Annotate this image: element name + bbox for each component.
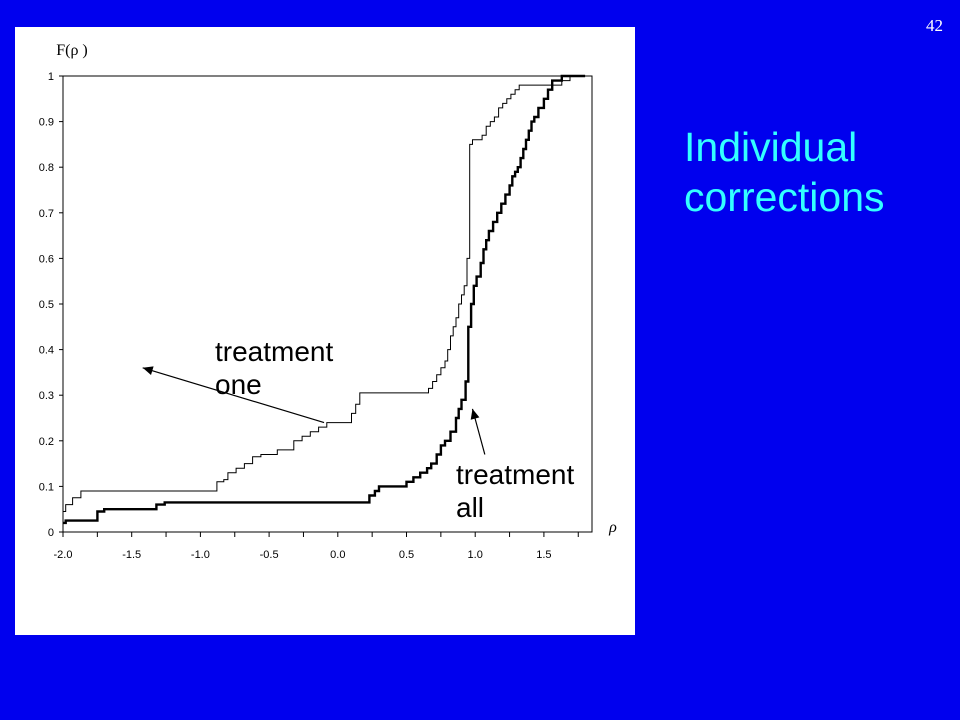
y-tick-label: 0.4	[39, 345, 54, 357]
x-tick-label: 0.0	[330, 549, 345, 561]
y-tick-label: 0.2	[39, 436, 54, 448]
annotation-treatment-one-arrow	[142, 367, 325, 424]
y-tick-label: 0.5	[39, 299, 54, 311]
y-tick-label: 0.9	[39, 117, 54, 129]
x-tick-label: -0.5	[260, 549, 279, 561]
series-treatment-one-line	[63, 75, 586, 512]
annotation-treatment-one-arrowhead	[142, 366, 154, 375]
y-tick-label: 0.7	[39, 208, 54, 220]
x-tick-label: 1.5	[536, 549, 551, 561]
x-tick-label: 1.0	[468, 549, 483, 561]
y-tick-label: 0.1	[39, 481, 54, 493]
annotation-treatment-one-label: treatment	[215, 336, 333, 367]
series-treatment-all-line	[63, 74, 586, 525]
y-axis-title: F(ρ )	[56, 42, 88, 59]
y-tick-label: 0.8	[39, 162, 54, 174]
x-tick-label: -1.0	[191, 549, 210, 561]
slide-title: Individual corrections	[684, 124, 885, 220]
annotation-treatment-all-label: all	[456, 492, 484, 523]
y-tick-label: 0.6	[39, 253, 54, 265]
x-tick-label: -2.0	[54, 549, 73, 561]
x-axis-title: ρ	[608, 519, 617, 536]
y-tick-label: 0	[48, 527, 54, 539]
chart-panel: 0 0.1 0.2 0.3 0.4 0.5 0.6 0.7 0.8 0.9 1 -2.0 -1.5 -1.…	[15, 27, 635, 635]
x-tick-label: -1.5	[122, 549, 141, 561]
x-tick-label: 0.5	[399, 549, 414, 561]
y-tick-label: 0.3	[39, 390, 54, 402]
cdf-chart: 0 0.1 0.2 0.3 0.4 0.5 0.6 0.7 0.8 0.9 1 -2.0 -1.5 -1.…	[39, 42, 617, 561]
annotation-treatment-one-label: one	[215, 369, 262, 400]
slide-number: 42	[926, 16, 943, 35]
y-tick-label: 1	[48, 71, 54, 83]
annotation-treatment-all-label: treatment	[456, 459, 574, 490]
annotation-treatment-all-arrowhead	[470, 408, 480, 420]
